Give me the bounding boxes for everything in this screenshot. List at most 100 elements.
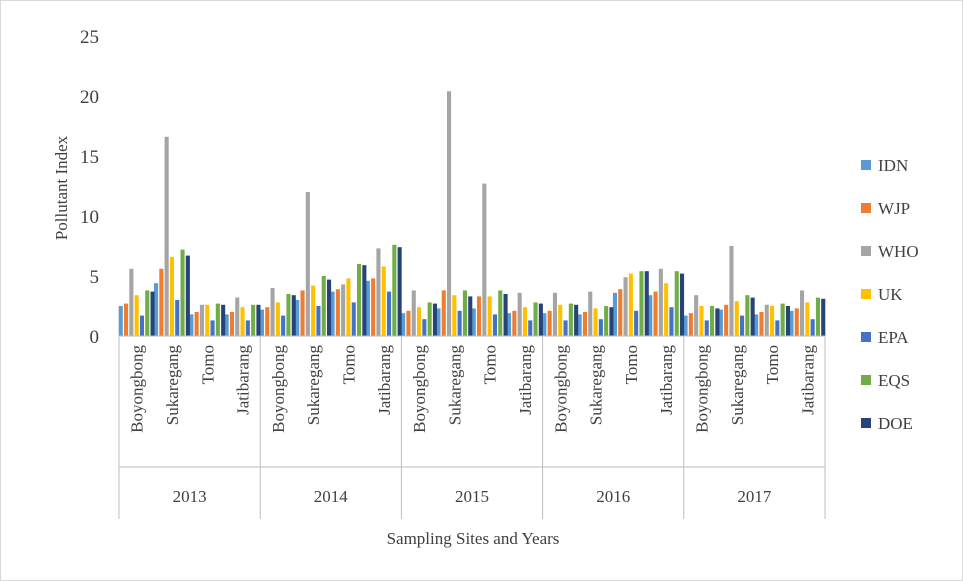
bar <box>245 320 250 336</box>
bar <box>785 306 790 336</box>
bar <box>568 303 573 336</box>
bar <box>598 319 603 336</box>
bar <box>558 304 563 336</box>
x-tick-label: Boyongbong <box>410 345 429 433</box>
bar <box>210 320 215 336</box>
bar <box>704 320 709 336</box>
legend-label: DOE <box>878 414 913 433</box>
bar <box>604 306 609 336</box>
x-tick-label: Sukaregang <box>728 345 747 426</box>
series-who <box>129 91 805 336</box>
bar <box>381 266 386 336</box>
bar <box>224 314 229 336</box>
legend-swatch <box>861 160 871 170</box>
bar <box>759 312 764 336</box>
bar <box>503 294 508 336</box>
bar <box>547 310 552 336</box>
bar <box>770 306 775 336</box>
bar <box>159 268 164 336</box>
bar <box>150 291 155 336</box>
legend-swatch <box>861 375 871 385</box>
y-tick-label: 5 <box>90 267 100 288</box>
legend: IDN WJP WHO UK EPA EQS DOE <box>861 156 919 433</box>
bar <box>457 310 462 336</box>
x-tick-label: Boyongbong <box>128 345 147 433</box>
bar <box>411 290 416 336</box>
series-epa <box>139 291 815 336</box>
bar <box>628 273 633 336</box>
bar <box>462 290 467 336</box>
bar <box>189 314 194 336</box>
x-tick-label: Tomo <box>763 345 782 384</box>
bar <box>371 278 376 336</box>
x-tick-label: Tomo <box>481 345 500 384</box>
bar <box>710 306 715 336</box>
bar <box>718 309 723 336</box>
x-tick-label: Sukaregang <box>445 345 464 426</box>
x-tick-label: Boyongbong <box>551 345 570 433</box>
bar <box>270 288 275 336</box>
bar <box>800 290 805 336</box>
series-doe <box>150 247 826 336</box>
x-tick-label: Tomo <box>339 345 358 384</box>
x-tick-label: Boyongbong <box>692 345 711 433</box>
bar <box>330 291 335 336</box>
bar <box>634 310 639 336</box>
bar <box>316 306 321 336</box>
x-tick-label: Tomo <box>622 345 641 384</box>
bar <box>169 256 174 336</box>
legend-label: IDN <box>878 156 908 175</box>
bar <box>517 292 522 336</box>
y-tick-label: 20 <box>80 87 99 108</box>
bar <box>215 303 220 336</box>
bar <box>365 280 370 336</box>
bar <box>492 314 497 336</box>
bar <box>392 244 397 336</box>
bar <box>259 309 264 336</box>
bar <box>199 304 204 336</box>
bar <box>683 315 688 336</box>
bar <box>734 301 739 336</box>
bar <box>275 302 280 336</box>
bar <box>644 271 649 336</box>
bar <box>528 320 533 336</box>
bar <box>256 304 261 336</box>
bar <box>775 320 780 336</box>
bar <box>362 265 367 336</box>
bar <box>794 308 799 336</box>
bar <box>522 307 527 336</box>
legend-label: EPA <box>878 328 909 347</box>
bar <box>780 303 785 336</box>
bar <box>205 304 210 336</box>
series-eqs <box>145 244 820 336</box>
x-tick-label: Boyongbong <box>269 345 288 433</box>
legend-swatch <box>861 332 871 342</box>
x-tick-label: Jatibarang <box>375 345 394 415</box>
bar <box>145 290 150 336</box>
y-axis-ticks: 0 5 10 15 20 25 <box>80 27 99 348</box>
bar <box>468 296 473 336</box>
bar <box>235 297 240 336</box>
legend-swatch <box>861 246 871 256</box>
bar <box>447 91 452 336</box>
bar <box>452 295 457 336</box>
x-tick-label: Jatibarang <box>234 345 253 415</box>
group-label: 2016 <box>596 487 630 506</box>
bar <box>639 271 644 336</box>
x-tick-label: Jatibarang <box>516 345 535 415</box>
bar <box>821 298 826 336</box>
bar <box>180 249 185 336</box>
bar <box>427 302 432 336</box>
bar <box>175 300 180 336</box>
bar <box>577 314 582 336</box>
bar <box>612 292 617 336</box>
bar <box>335 289 340 336</box>
bar <box>538 303 543 336</box>
bar <box>745 295 750 336</box>
bar <box>406 310 411 336</box>
bar <box>805 302 810 336</box>
bar <box>507 313 512 336</box>
bar <box>658 268 663 336</box>
bar <box>397 247 402 336</box>
